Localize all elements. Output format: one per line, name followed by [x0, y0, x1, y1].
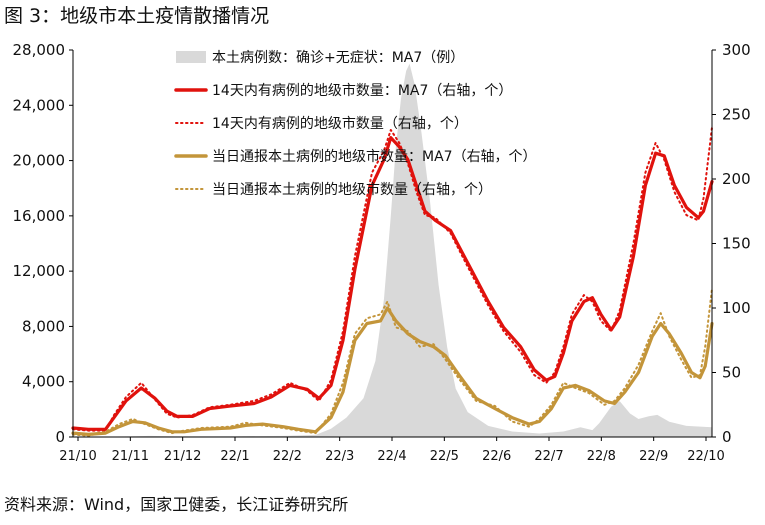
x-tick-label: 22/5: [430, 449, 459, 464]
legend-label-4: 当日通报本土病例的地级市数量（右轴，个）: [212, 181, 492, 198]
legend-swatch-0: [176, 51, 206, 63]
x-tick-label: 22/2: [273, 449, 302, 464]
y-left-tick-label: 8,000: [22, 317, 65, 335]
legend-label-3: 当日通报本土病例的地级市数量：MA7（右轴，个）: [212, 148, 537, 165]
series-line-2: [72, 126, 713, 432]
series-line-4: [72, 287, 713, 437]
legend-label-2: 14天内有病例的地级市数量（右轴，个）: [212, 115, 468, 132]
line-layer: [71, 126, 714, 437]
y-right-tick-label: 50: [722, 364, 741, 382]
x-tick-label: 21/12: [164, 449, 201, 464]
y-right-tick-label: 300: [722, 41, 751, 59]
legend-label-0: 本土病例数：确诊+无症状：MA7（例）: [212, 50, 464, 66]
x-tick-label: 22/4: [377, 449, 406, 464]
y-left-tick-label: 20,000: [13, 152, 66, 170]
x-tick-label: 21/10: [59, 449, 96, 464]
area-layer: [73, 63, 712, 438]
x-tick-label: 22/7: [534, 449, 563, 464]
legend-label-1: 14天内有病例的地级市数量：MA7（右轴，个）: [212, 82, 512, 99]
y-right-tick-label: 150: [722, 235, 751, 253]
y-left-tick-label: 4,000: [22, 373, 65, 391]
y-left-tick-label: 16,000: [13, 207, 66, 225]
y-left-tick-label: 28,000: [13, 41, 66, 59]
y-right-tick-label: 200: [722, 170, 751, 188]
axis-layer: 0 4,000 8,000 12,000 16,000 20,000 24,000 28,00…: [13, 41, 751, 464]
x-tick-label: 21/11: [112, 449, 149, 464]
y-right-tick-label: 0: [722, 428, 732, 446]
figure-source: 资料来源：Wind，国家卫健委，长江证券研究所: [4, 495, 349, 514]
figure-title: 图 3：地级市本土疫情散播情况: [4, 5, 270, 27]
legend: 本土病例数：确诊+无症状：MA7（例） 14天内有病例的地级市数量：MA7（右轴，…: [174, 50, 537, 198]
y-right-tick-label: 100: [722, 299, 751, 317]
series-area-0: [73, 63, 712, 438]
series-line-3: [71, 306, 714, 436]
y-left-tick-label: 24,000: [13, 96, 66, 114]
x-tick-label: 22/1: [220, 449, 249, 464]
x-tick-label: 22/8: [587, 449, 616, 464]
x-tick-label: 22/9: [639, 449, 668, 464]
y-left-tick-label: 12,000: [13, 262, 66, 280]
x-tick-label: 22/3: [325, 449, 354, 464]
y-left-tick-label: 0: [55, 428, 65, 446]
x-tick-label: 22/10: [687, 449, 724, 464]
y-right-tick-label: 250: [722, 106, 751, 124]
x-tick-label: 22/6: [482, 449, 511, 464]
